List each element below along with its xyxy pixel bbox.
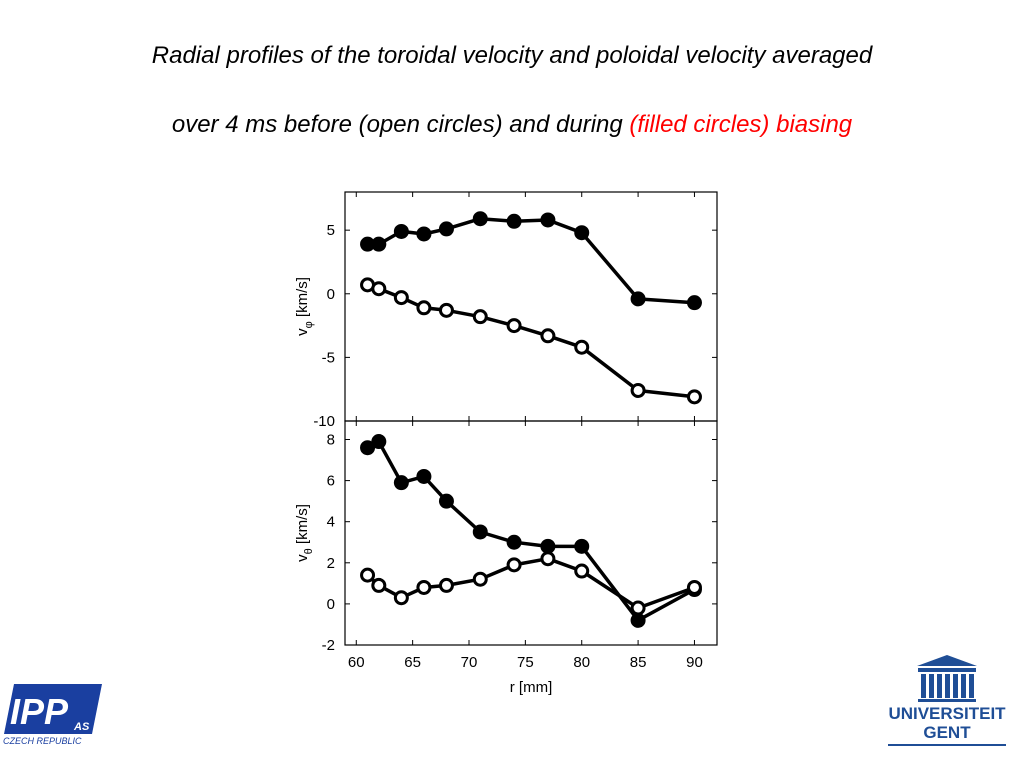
panel2-point-open — [360, 567, 376, 583]
ugent-logo-line1: UNIVERSITEIT — [888, 704, 1006, 723]
panel1-point-filled — [686, 295, 702, 311]
panel2-ytick-label: 0 — [327, 596, 335, 613]
panel1-point-open — [506, 318, 522, 334]
panel2-point-open — [506, 557, 522, 573]
ipp-logo-suffix: AS — [73, 721, 90, 733]
panel2-xtick-label: 90 — [686, 654, 703, 671]
panel2-point-open — [574, 563, 590, 579]
panel2-point-open — [540, 551, 556, 567]
slide-title-line1: Radial profiles of the toroidal velocity… — [151, 42, 873, 69]
panel2-axes-box — [344, 420, 718, 646]
ipp-logo-background — [4, 684, 102, 734]
panel1-series-filled-line — [367, 216, 695, 305]
panel1-point-open — [371, 281, 387, 297]
ugent-logo-underline — [888, 744, 1006, 746]
ipp-logo-text: IPP — [10, 691, 69, 732]
panel1-ytick-label: 0 — [327, 286, 335, 303]
ugent-building-icon — [917, 655, 977, 702]
panel2-point-filled — [393, 475, 409, 491]
panel2-point-open — [630, 600, 646, 616]
panel2-series-filled-line — [366, 439, 696, 623]
panel1-point-open — [686, 389, 702, 405]
panel2-ytick-label: 4 — [327, 514, 335, 531]
slide-title-line2: over 4 ms before (open circles) and duri… — [0, 111, 1024, 139]
panel1-point-filled — [630, 291, 646, 307]
panel2-point-filled — [472, 524, 488, 540]
panel1-point-filled — [371, 236, 387, 252]
panel2-point-filled — [360, 440, 376, 456]
panel2-xtick-label: 85 — [630, 654, 647, 671]
panel1-ylabel: vφ [km/s] — [294, 277, 315, 336]
panel2-point-open — [371, 577, 387, 593]
panel2-point-filled — [506, 534, 522, 550]
panel1-series-open-line — [366, 283, 695, 399]
panel1-point-open — [472, 309, 488, 325]
panel2-point-open — [686, 579, 702, 595]
panel1-point-filled — [506, 213, 522, 229]
panel2-ylabel: vθ [km/s] — [294, 504, 315, 562]
panel2-ytick-label: 2 — [327, 555, 335, 572]
panel1-point-filled — [472, 211, 488, 227]
panel1-point-open — [438, 302, 454, 318]
panel2-point-open — [393, 590, 409, 606]
panel2-xtick-label: 70 — [461, 654, 478, 671]
panel1-point-open — [574, 339, 590, 355]
ipp-logo-country: CZECH REPUBLIC — [3, 736, 82, 746]
panel2-series-open-line — [366, 556, 696, 610]
panel1-point-filled — [360, 236, 376, 252]
ipp-logo: IPP AS CZECH REPUBLIC — [3, 684, 102, 746]
panel1-point-open — [393, 290, 409, 306]
panel2-ytick-label: 8 — [327, 431, 335, 448]
panel1-ylabel-unit: [km/s] — [294, 277, 311, 321]
panel2-point-open — [416, 579, 432, 595]
ugent-logo: UNIVERSITEIT GENT — [888, 655, 1006, 746]
panel2-xtick-label: 60 — [348, 654, 365, 671]
panel2-ylabel-unit: [km/s] — [294, 504, 311, 548]
panel2-point-open — [472, 571, 488, 587]
panel1-point-open — [540, 328, 556, 344]
panel2-point-filled — [416, 468, 432, 484]
panel2-xtick-label: 80 — [573, 654, 590, 671]
panel1-point-filled — [393, 223, 409, 239]
panel1-point-open — [630, 382, 646, 398]
panel2-point-filled — [630, 612, 646, 628]
panel1-ytick-label: -5 — [322, 349, 335, 366]
panel1-ylabel-sub: φ — [303, 321, 315, 328]
panel2-ylabel-main: v — [294, 554, 311, 562]
panel1-point-filled — [438, 221, 454, 237]
panel2-point-filled — [574, 538, 590, 554]
panel2-ytick-label: 6 — [327, 473, 335, 490]
panel2-xtick-label: 75 — [517, 654, 534, 671]
panel2-point-filled — [540, 538, 556, 554]
panel1-point-filled — [416, 226, 432, 242]
panel2-point-filled — [371, 434, 387, 450]
ugent-logo-line2: GENT — [923, 723, 971, 742]
slide-title-line2-black: over 4 ms before (open circles) and duri… — [171, 111, 630, 138]
slide-title-line2-red: (filled circles) biasing — [629, 111, 853, 138]
panel1-ytick-label: -10 — [313, 413, 335, 430]
panel1-point-filled — [574, 225, 590, 241]
panel1-ylabel-main: v — [294, 328, 311, 336]
panel1-point-open — [416, 300, 432, 316]
panel1-ytick-label: 5 — [327, 222, 335, 239]
panel2-point-open — [438, 577, 454, 593]
panel1-point-filled — [540, 212, 556, 228]
panel2-ytick-label: -2 — [322, 637, 335, 654]
panel2-point-filled — [438, 493, 454, 509]
panel2-ylabel-sub: θ — [303, 548, 315, 554]
panel2-xlabel: r [mm] — [510, 679, 553, 696]
panel2-xtick-label: 65 — [404, 654, 421, 671]
